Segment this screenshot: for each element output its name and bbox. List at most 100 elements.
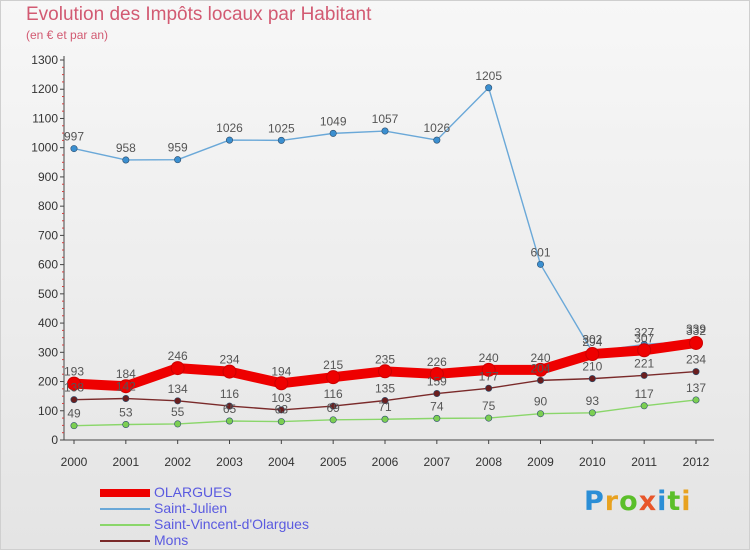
data-point (585, 347, 600, 362)
data-label: 63 (275, 403, 289, 417)
data-label: 307 (634, 331, 654, 345)
data-label: 240 (479, 351, 499, 365)
data-point (533, 362, 548, 377)
data-point (274, 376, 289, 391)
data-point (485, 414, 493, 422)
x-tick-label: 2011 (631, 455, 657, 469)
data-label: 93 (586, 394, 600, 408)
y-tick-label: 400 (38, 316, 58, 330)
x-tick-label: 2000 (61, 455, 88, 469)
data-point (170, 361, 185, 376)
data-point (588, 375, 596, 383)
data-label: 117 (635, 387, 654, 401)
data-label: 235 (375, 352, 395, 366)
data-label: 302 (582, 333, 602, 347)
x-tick-label: 2005 (320, 455, 347, 469)
data-label: 958 (116, 141, 136, 155)
y-tick-label: 1000 (31, 141, 58, 155)
series-line-saint-julien (73, 87, 697, 353)
line-chart: 0 100 200 300 400 500 600 700 800 900 1000 1100 1200… (31, 53, 714, 469)
logo-letter: P (584, 486, 605, 517)
y-tick-label: 700 (38, 228, 58, 242)
data-point (640, 371, 648, 379)
data-label: 193 (64, 365, 84, 379)
data-label: 159 (427, 375, 447, 389)
x-tick-label: 2001 (112, 455, 139, 469)
data-point (588, 409, 596, 417)
x-tick-label: 2010 (579, 455, 606, 469)
data-point (329, 416, 337, 424)
y-tick-label: 600 (38, 258, 58, 272)
logo-letter: t (667, 486, 682, 517)
data-label: 116 (324, 387, 343, 401)
data-label: 142 (116, 379, 136, 393)
data-point (122, 421, 130, 429)
data-point (277, 406, 285, 414)
proxiti-logo: Proxiti (584, 486, 692, 517)
data-label: 137 (686, 381, 706, 395)
data-label: 75 (482, 399, 496, 413)
y-tick-label: 1300 (31, 53, 58, 67)
data-label: 134 (168, 382, 188, 396)
data-label: 234 (686, 353, 706, 367)
data-point (433, 136, 441, 144)
data-point (485, 384, 493, 392)
legend-swatch (100, 489, 150, 497)
legend-label: Mons (154, 532, 189, 548)
logo-letter: i (657, 486, 668, 517)
data-label: 184 (116, 367, 136, 381)
data-label: 1026 (423, 121, 450, 135)
data-point (433, 390, 441, 398)
data-label: 1049 (320, 114, 347, 128)
data-point (433, 414, 441, 422)
data-point (277, 418, 285, 426)
y-tick-label: 900 (38, 170, 58, 184)
data-point (429, 366, 444, 381)
data-label: 103 (271, 391, 291, 405)
data-label: 71 (378, 400, 392, 414)
data-point (67, 376, 81, 391)
chart-subtitle: (en € et par an) (26, 28, 109, 42)
legend-swatch (100, 540, 150, 542)
data-point (536, 376, 544, 384)
logo-letter: i (681, 486, 692, 517)
data-point (70, 145, 78, 153)
legend-label: OLARGUES (154, 484, 232, 500)
chart-title: Evolution des Impôts locaux par Habitant (26, 4, 372, 25)
data-point (536, 410, 544, 418)
data-label: 53 (119, 406, 133, 420)
data-label: 177 (479, 369, 499, 383)
data-label: 204 (530, 361, 550, 375)
data-point (226, 136, 234, 144)
data-point (381, 127, 389, 135)
x-tick-label: 2012 (683, 455, 710, 469)
data-label: 138 (64, 381, 84, 395)
data-point (174, 397, 182, 405)
data-point (378, 364, 392, 379)
x-tick-label: 2008 (475, 455, 502, 469)
data-point (277, 136, 285, 144)
data-label: 1025 (268, 121, 295, 135)
data-label: 226 (427, 355, 447, 369)
data-label: 339 (686, 322, 706, 336)
data-label: 332 (686, 324, 706, 338)
data-point (226, 417, 234, 425)
data-point (381, 415, 389, 423)
data-label: 959 (168, 141, 188, 155)
legend-swatch (100, 508, 150, 510)
data-point (70, 422, 78, 430)
data-label: 1026 (216, 121, 243, 135)
y-tick-label: 500 (38, 287, 58, 301)
data-point (692, 368, 700, 376)
data-label: 221 (634, 356, 654, 370)
data-label: 69 (326, 401, 340, 415)
data-point (174, 420, 182, 428)
data-point (70, 396, 78, 404)
data-label: 601 (530, 245, 550, 259)
data-label: 246 (168, 349, 188, 363)
data-label: 116 (220, 387, 239, 401)
y-tick-label: 1100 (32, 111, 58, 125)
data-point (329, 402, 337, 410)
data-point (222, 364, 237, 379)
y-tick-label: 800 (38, 199, 58, 213)
